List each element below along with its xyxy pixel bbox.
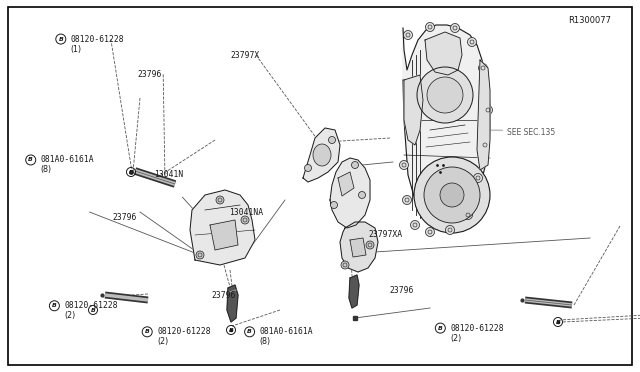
- Text: 08120-61228: 08120-61228: [451, 324, 504, 333]
- Circle shape: [463, 211, 472, 219]
- Text: 23796: 23796: [138, 70, 162, 79]
- Text: (2): (2): [451, 334, 461, 343]
- Text: (8): (8): [41, 166, 52, 174]
- Circle shape: [410, 221, 419, 230]
- Text: (2): (2): [65, 311, 76, 320]
- Text: B: B: [247, 329, 252, 334]
- Circle shape: [399, 160, 408, 170]
- Text: B: B: [28, 157, 33, 163]
- Circle shape: [417, 67, 473, 123]
- Circle shape: [481, 141, 490, 150]
- Circle shape: [426, 228, 435, 237]
- Polygon shape: [340, 222, 378, 272]
- Circle shape: [467, 38, 477, 46]
- Polygon shape: [303, 128, 340, 182]
- Polygon shape: [403, 25, 490, 228]
- Text: 23796: 23796: [112, 213, 136, 222]
- Circle shape: [403, 196, 412, 205]
- Circle shape: [451, 23, 460, 32]
- Circle shape: [427, 77, 463, 113]
- Polygon shape: [210, 220, 238, 250]
- Circle shape: [426, 22, 435, 32]
- Polygon shape: [477, 60, 490, 170]
- Text: 13041N: 13041N: [154, 170, 183, 179]
- Text: B: B: [228, 327, 234, 333]
- Text: B: B: [438, 326, 443, 331]
- Text: 08120-61228: 08120-61228: [157, 327, 211, 336]
- Circle shape: [305, 164, 312, 171]
- Polygon shape: [338, 172, 354, 196]
- Text: SEE SEC.135: SEE SEC.135: [507, 128, 555, 137]
- Circle shape: [330, 202, 337, 208]
- Circle shape: [328, 137, 335, 144]
- Circle shape: [216, 196, 224, 204]
- Circle shape: [241, 216, 249, 224]
- Ellipse shape: [313, 144, 331, 166]
- Circle shape: [479, 64, 488, 73]
- Text: (1): (1): [71, 45, 82, 54]
- Text: B: B: [52, 303, 57, 308]
- Text: (2): (2): [157, 337, 168, 346]
- Text: 081A0-6161A: 081A0-6161A: [260, 327, 313, 336]
- Circle shape: [440, 183, 464, 207]
- Polygon shape: [425, 32, 462, 75]
- Polygon shape: [227, 285, 238, 322]
- Text: B: B: [556, 320, 561, 324]
- Circle shape: [403, 31, 413, 39]
- Polygon shape: [190, 190, 255, 265]
- Circle shape: [483, 106, 493, 115]
- Circle shape: [474, 173, 483, 183]
- Circle shape: [366, 241, 374, 249]
- Polygon shape: [404, 75, 423, 145]
- Polygon shape: [330, 158, 370, 228]
- Text: 08120-61228: 08120-61228: [65, 301, 118, 310]
- Text: 08120-61228: 08120-61228: [71, 35, 124, 44]
- Polygon shape: [349, 275, 359, 308]
- Text: 13041NA: 13041NA: [229, 208, 263, 217]
- Circle shape: [424, 167, 480, 223]
- Text: 23796: 23796: [211, 291, 236, 300]
- Circle shape: [196, 251, 204, 259]
- Text: 081A0-6161A: 081A0-6161A: [41, 155, 94, 164]
- Text: B: B: [129, 170, 133, 174]
- Text: 23797X: 23797X: [230, 51, 260, 60]
- Text: 23797XA: 23797XA: [368, 230, 402, 239]
- Circle shape: [358, 192, 365, 199]
- Circle shape: [341, 261, 349, 269]
- Text: B: B: [145, 329, 150, 334]
- Text: B: B: [91, 308, 95, 312]
- Circle shape: [351, 161, 358, 169]
- Text: R1300077: R1300077: [568, 16, 611, 25]
- Text: B: B: [58, 36, 63, 42]
- Text: (8): (8): [260, 337, 271, 346]
- Polygon shape: [350, 238, 366, 257]
- Text: 23796: 23796: [389, 286, 413, 295]
- Circle shape: [414, 157, 490, 233]
- Circle shape: [445, 225, 454, 234]
